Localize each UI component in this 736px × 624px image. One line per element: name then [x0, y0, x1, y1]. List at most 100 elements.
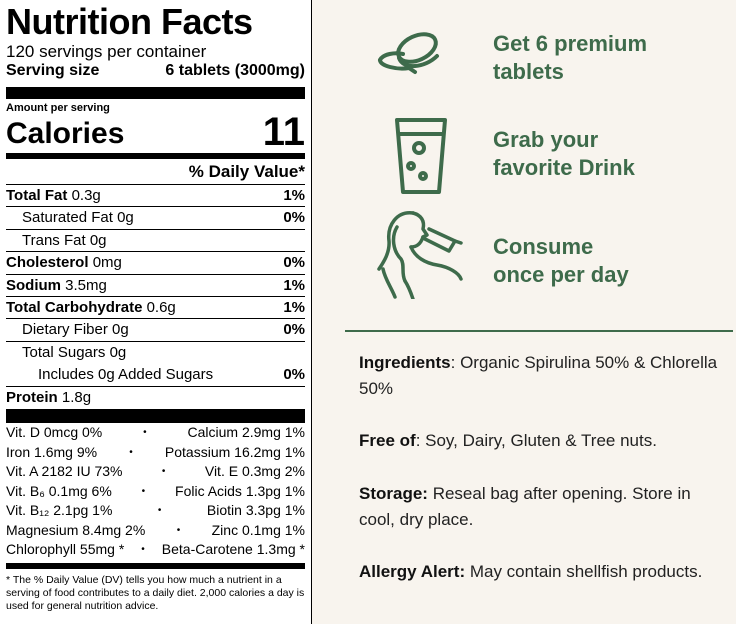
nutrient-row-sodium: Sodium 3.5mg 1% — [6, 275, 305, 297]
vitamin-row: Iron 1.6mg 9% • Potassium 16.2mg 1% — [6, 443, 305, 463]
step-line: once per day — [493, 262, 629, 287]
nutrient-amount: 1.8g — [61, 388, 92, 406]
nutrient-amount: 0g — [117, 209, 134, 227]
vitamin-right: Biotin 3.3pg 1% — [206, 502, 305, 519]
nutrient-dv: 1% — [283, 298, 305, 316]
nutrient-row-trans-fat: Trans Fat 0g — [6, 230, 305, 253]
nutrient-name: Includes 0g Added Sugars — [38, 366, 214, 384]
nutrient-name: Protein — [6, 388, 58, 406]
amount-per-serving: Amount per serving — [6, 102, 110, 114]
serving-size-label: Serving size — [6, 62, 100, 79]
vitamin-row: Vit. D 0mcg 0% • Calcium 2.9mg 1% — [6, 423, 305, 443]
serving-size-row: Serving size 6 tablets (3000mg) — [6, 61, 305, 81]
vitamin-right: Zinc 0.1mg 1% — [211, 521, 305, 538]
separator-dot: • — [129, 446, 133, 458]
nutrient-amount: 0mg — [92, 254, 122, 272]
vitamin-right: Vit. E 0.3mg 2% — [204, 463, 305, 480]
nutrient-name: Total Fat — [6, 187, 68, 204]
divider-bar — [6, 87, 305, 99]
vitamin-right: Potassium 16.2mg 1% — [164, 443, 305, 460]
daily-value-header: % Daily Value* — [6, 159, 305, 185]
step-text: Get 6 premium tablets — [493, 30, 647, 86]
daily-value-footnote: * The % Daily Value (DV) tells you how m… — [6, 574, 305, 613]
vitamin-row: Vit. B₁₂ 2.1pg 1% • Biotin 3.3pg 1% — [6, 501, 305, 521]
vitamin-right: Folic Acids 1.3pg 1% — [175, 482, 305, 499]
step-consume: Consume once per day — [313, 205, 736, 305]
nutrient-name: Trans Fat — [22, 231, 86, 249]
vitamin-row: Chlorophyll 55mg * • Beta-Carotene 1.3mg * — [6, 540, 305, 560]
nutrient-row-protein: Protein 1.8g — [6, 387, 305, 409]
nutrient-amount: 0g — [109, 343, 127, 361]
separator-dot: • — [157, 505, 162, 517]
step-line: favorite Drink — [493, 155, 635, 180]
separator-dot: • — [141, 544, 145, 556]
vitamin-row: Magnesium 8.4mg 2% • Zinc 0.1mg 1% — [6, 521, 305, 541]
divider-bar — [6, 153, 305, 159]
nutrient-name: Sodium — [6, 276, 61, 294]
person-drinking-icon — [375, 207, 485, 304]
step-line: Consume — [493, 234, 594, 259]
usage-panel: Get 6 premium tablets Grab your favorite… — [313, 0, 736, 624]
section-divider — [345, 330, 733, 332]
calories-label: Calories — [6, 117, 125, 150]
vitamin-left: Iron 1.6mg 9% — [6, 443, 98, 460]
storage-text: Reseal bag after opening. Store in cool,… — [359, 484, 691, 529]
vitamin-left: Chlorophyll 55mg * — [6, 541, 125, 558]
vitamin-left: Vit. D 0mcg 0% — [6, 423, 103, 440]
nutrition-facts-label: Nutrition Facts 120 servings per contain… — [0, 0, 312, 624]
vitamin-right: Beta-Carotene 1.3mg * — [161, 541, 305, 558]
nutrient-dv: 1% — [283, 187, 305, 204]
nutrient-row-added-sugars: Includes 0g Added Sugars 0% — [6, 364, 305, 387]
nutrient-row-total-sugars: Total Sugars 0g — [6, 342, 305, 364]
nutrient-amount: 0g — [89, 231, 107, 249]
nutrient-name: Cholesterol — [6, 254, 89, 272]
step-line: Get 6 premium — [493, 31, 648, 56]
drink-glass-icon — [393, 116, 449, 201]
servings-per-container: 120 servings per container — [6, 42, 207, 61]
serving-size-value: 6 tablets (3000mg) — [165, 62, 305, 79]
nutrient-name: Saturated Fat — [22, 209, 113, 227]
divider-bar — [6, 408, 305, 423]
nutrient-amount: 0.3g — [71, 187, 101, 204]
nutrient-row-dietary-fiber: Dietary Fiber 0g 0% — [6, 319, 305, 342]
vitamin-left: Magnesium 8.4mg 2% — [6, 521, 146, 538]
nutrient-dv: 0% — [283, 366, 305, 384]
nutrient-dv: 0% — [283, 321, 305, 339]
step-text: Grab your favorite Drink — [493, 126, 635, 182]
ingredients-text: : Organic Spirulina 50% & Chlorella 50% — [359, 353, 718, 398]
separator-dot: • — [143, 426, 147, 438]
vitamin-row: Vit. A 2182 IU 73% • Vit. E 0.3mg 2% — [6, 462, 305, 482]
nutrient-amount: 3.5mg — [65, 276, 107, 294]
ingredients-section: Ingredients: Organic Spirulina 50% & Chl… — [359, 350, 719, 402]
free-of-text: : Soy, Dairy, Gluten & Tree nuts. — [415, 431, 657, 450]
nutrient-name: Total Sugars — [22, 343, 106, 361]
step-get-tablets: Get 6 premium tablets — [313, 0, 736, 100]
tablets-icon — [375, 28, 451, 85]
separator-dot: • — [141, 485, 146, 497]
vitamin-left: Vit. B₆ 0.1mg 6% — [6, 482, 112, 499]
nutrient-row-cholesterol: Cholesterol 0mg 0% — [6, 252, 305, 275]
nutrient-dv: 0% — [283, 209, 305, 227]
nutrient-row-total-fat: Total Fat 0.3g 1% — [6, 185, 305, 208]
allergy-section: Allergy Alert: May contain shellfish pro… — [359, 559, 719, 585]
storage-label: Storage: — [359, 484, 428, 503]
separator-dot: • — [176, 524, 181, 536]
vitamin-left: Vit. B₁₂ 2.1pg 1% — [6, 502, 113, 519]
calories-row: Calories 11 — [6, 110, 305, 154]
nutrient-amount: 0.6g — [146, 298, 176, 316]
step-grab-drink: Grab your favorite Drink — [313, 110, 736, 200]
vitamin-row: Vit. B₆ 0.1mg 6% • Folic Acids 1.3pg 1% — [6, 482, 305, 502]
free-of-section: Free of: Soy, Dairy, Gluten & Tree nuts. — [359, 428, 719, 454]
nutrient-name: Total Carbohydrate — [6, 298, 143, 316]
step-text: Consume once per day — [493, 233, 629, 289]
nutrition-facts-title: Nutrition Facts — [6, 1, 253, 42]
nutrient-dv: 0% — [283, 254, 305, 272]
nutrient-row-total-carbohydrate: Total Carbohydrate 0.6g 1% — [6, 297, 305, 320]
nutrient-row-saturated-fat: Saturated Fat 0g 0% — [6, 207, 305, 230]
separator-dot: • — [161, 466, 166, 478]
vitamin-left: Vit. A 2182 IU 73% — [6, 463, 123, 480]
storage-section: Storage: Reseal bag after opening. Store… — [359, 481, 719, 533]
ingredients-label: Ingredients — [359, 353, 451, 372]
calories-value: 11 — [262, 110, 305, 154]
allergy-label: Allergy Alert: — [359, 562, 466, 581]
